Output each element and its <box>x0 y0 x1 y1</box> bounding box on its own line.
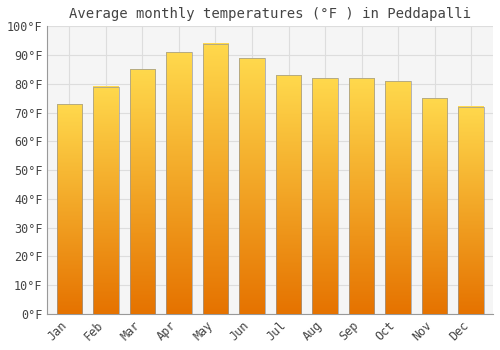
Bar <box>386 81 411 314</box>
Bar <box>458 107 484 314</box>
Bar <box>422 98 448 314</box>
Bar <box>239 58 265 314</box>
Bar <box>349 78 374 314</box>
Title: Average monthly temperatures (°F ) in Peddapalli: Average monthly temperatures (°F ) in Pe… <box>69 7 471 21</box>
Bar <box>93 87 118 314</box>
Bar <box>312 78 338 314</box>
Bar <box>130 69 155 314</box>
Bar <box>276 75 301 314</box>
Bar <box>166 52 192 314</box>
Bar <box>56 104 82 314</box>
Bar <box>202 43 228 314</box>
